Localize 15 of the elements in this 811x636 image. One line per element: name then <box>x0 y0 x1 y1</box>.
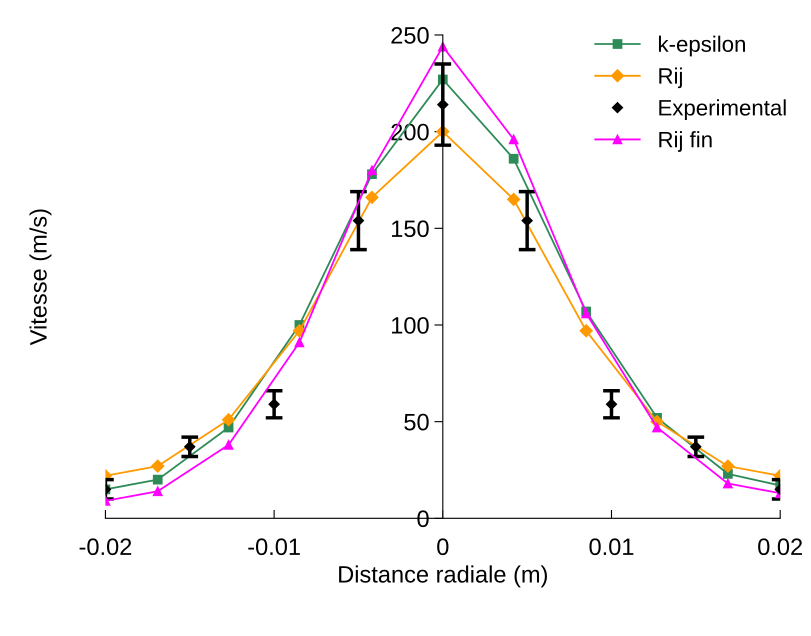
y-axis-title: Vitesse (m/s) <box>29 209 52 346</box>
x-tick-label: -0.02 <box>80 538 132 556</box>
legend-label: Rij <box>659 67 682 88</box>
y-tick-label: 100 <box>392 317 429 334</box>
x-axis-title: Distance radiale (m) <box>339 565 547 588</box>
legend-label: k-epsilon <box>658 36 745 56</box>
y-tick-label: 250 <box>391 27 429 44</box>
x-tick-label: -0.01 <box>248 538 300 556</box>
y-tick-label: 150 <box>392 220 429 238</box>
legend-label: Rij fin <box>659 131 712 152</box>
y-tick-label: 50 <box>404 414 429 430</box>
x-tick-label: 0 <box>437 538 448 556</box>
legend-label: Experimental <box>659 99 786 120</box>
x-tick-label: 0.02 <box>758 538 802 556</box>
x-tick-label: 0.01 <box>589 538 634 556</box>
